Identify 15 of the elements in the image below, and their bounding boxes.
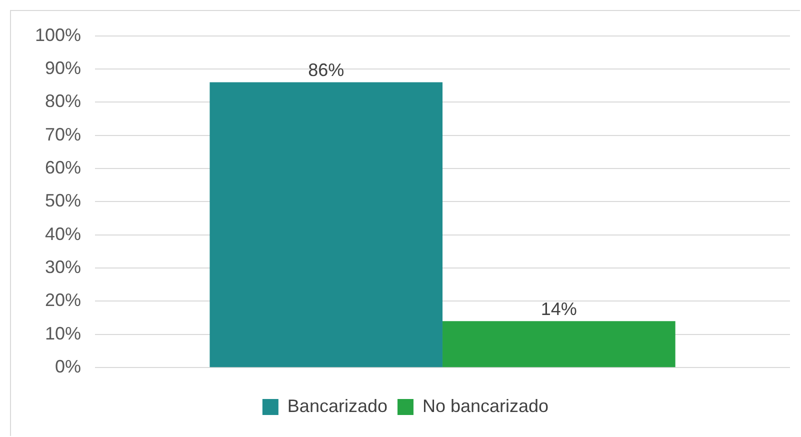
y-tick-label: 80% xyxy=(45,91,82,112)
legend-label: No bancarizado xyxy=(422,396,549,416)
y-tick-label: 90% xyxy=(45,58,82,78)
y-tick-label: 50% xyxy=(45,190,82,211)
y-tick-label: 60% xyxy=(45,157,82,178)
y-tick-label: 10% xyxy=(45,323,82,344)
y-tick-label: 0% xyxy=(55,356,82,377)
y-tick-label: 70% xyxy=(45,124,82,144)
y-tick-label: 100% xyxy=(34,24,82,45)
y-tick-label: 40% xyxy=(45,224,82,244)
data-label: 86% xyxy=(308,60,344,80)
y-tick-label: 30% xyxy=(45,257,82,278)
y-tick-label: 20% xyxy=(45,290,82,310)
legend-label: Bancarizado xyxy=(287,396,388,416)
data-label: 14% xyxy=(540,299,577,320)
